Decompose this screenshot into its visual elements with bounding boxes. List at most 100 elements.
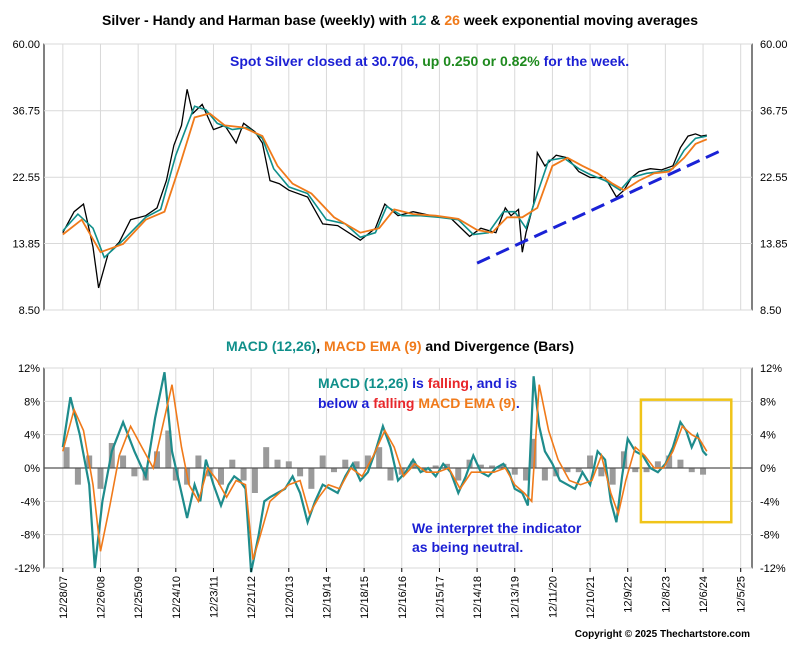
x-tick-label: 12/15/17	[434, 576, 446, 619]
divergence-bar	[666, 455, 673, 468]
divergence-bar	[700, 468, 707, 475]
macd-note-macd: MACD (12,26)	[318, 375, 409, 391]
divergence-bar	[489, 465, 496, 468]
macd-ytick-left: 0%	[24, 463, 40, 475]
macd-ytick-right: -8%	[760, 530, 780, 542]
price-ytick-right: 22.55	[760, 172, 788, 184]
title-text: Silver - Handy and Harman base (weekly) …	[101, 12, 411, 28]
x-tick-label: 12/11/20	[547, 576, 559, 618]
x-tick-label: 12/13/19	[510, 576, 522, 619]
price-ytick-right: 60.00	[760, 39, 788, 51]
macd-note-is: is	[408, 375, 428, 391]
title-26: 26	[444, 12, 460, 28]
interpret-note: We interpret the indicator as being neut…	[412, 519, 581, 557]
interpret-line-2: as being neutral.	[412, 539, 524, 555]
macd-ytick-right: 8%	[760, 396, 776, 408]
divergence-bar	[97, 468, 104, 489]
macd-ytick-right: 0%	[760, 463, 776, 475]
divergence-bar	[120, 455, 127, 468]
title-text-end: week exponential moving averages	[459, 12, 699, 28]
divergence-bar	[587, 455, 594, 468]
divergence-bar	[654, 461, 661, 468]
divergence-bar	[477, 464, 484, 468]
divergence-bar	[342, 459, 349, 468]
divergence-bar	[387, 468, 394, 481]
macd-title-ema: MACD EMA (9)	[324, 338, 422, 354]
macd-ytick-right: -4%	[760, 496, 780, 508]
macd-title-sep: ,	[316, 338, 325, 354]
macd-ytick-left: -8%	[20, 530, 40, 542]
divergence-bar	[63, 447, 70, 468]
x-tick-label: 12/20/13	[284, 576, 296, 619]
divergence-bar	[530, 438, 537, 468]
divergence-bar	[443, 463, 450, 468]
divergence-bar	[74, 468, 81, 485]
divergence-bar	[643, 468, 650, 473]
divergence-bar	[455, 468, 462, 481]
x-tick-label: 12/18/15	[359, 576, 371, 619]
ema12-line	[62, 105, 707, 259]
macd-ytick-left: 12%	[18, 363, 40, 375]
x-tick-label: 12/26/08	[95, 576, 107, 619]
macd-ytick-left: -12%	[14, 563, 40, 575]
spot-note-text: Spot Silver closed at 30.706,	[230, 53, 423, 69]
divergence-bar	[330, 468, 337, 473]
divergence-bar	[523, 468, 530, 481]
chart-title: Silver - Handy and Harman base (weekly) …	[0, 12, 800, 28]
divergence-bar	[229, 459, 236, 468]
divergence-bar	[511, 468, 518, 475]
interpret-line-1: We interpret the indicator	[412, 520, 582, 536]
trendline	[476, 148, 723, 265]
x-tick-label: 12/10/21	[585, 576, 597, 619]
divergence-bar	[688, 468, 695, 473]
price-ytick-left: 22.55	[12, 172, 40, 184]
macd-ytick-right: 12%	[760, 363, 782, 375]
divergence-bar	[240, 468, 247, 481]
price-ytick-right: 13.85	[760, 239, 788, 251]
macd-line	[61, 371, 708, 573]
x-tick-label: 12/14/18	[472, 576, 484, 619]
macd-ema-line	[62, 384, 708, 560]
macd-note: MACD (12,26) is falling, and is below a …	[318, 373, 520, 413]
macd-note-dot: .	[515, 395, 520, 411]
title-amp: &	[426, 12, 445, 28]
divergence-bar	[364, 455, 371, 468]
x-tick-label: 12/24/10	[171, 576, 183, 619]
x-tick-label: 12/9/22	[623, 576, 635, 613]
macd-title-macd: MACD (12,26)	[225, 338, 317, 354]
macd-ytick-left: -4%	[20, 496, 40, 508]
price-ytick-left: 8.50	[19, 305, 40, 317]
macd-ytick-left: 8%	[24, 396, 40, 408]
macd-note-ema: MACD EMA (9)	[414, 395, 516, 411]
macd-note-falling-2: falling	[373, 395, 415, 411]
macd-title-rest: and Divergence (Bars)	[421, 338, 574, 354]
spot-note-change: up 0.250 or 0.82%	[422, 53, 540, 69]
divergence-bar	[500, 463, 507, 468]
divergence-bar	[376, 447, 383, 468]
divergence-bar	[195, 455, 202, 468]
divergence-bar	[575, 468, 582, 473]
x-tick-label: 12/28/07	[58, 576, 70, 619]
divergence-bar	[308, 468, 315, 489]
x-tick-label: 12/19/14	[321, 576, 333, 619]
macd-note-falling-1: falling	[427, 375, 469, 391]
divergence-bar	[432, 465, 439, 468]
macd-ytick-right: 4%	[760, 430, 776, 442]
copyright: Copyright © 2025 Thechartstore.com	[574, 629, 750, 640]
divergence-bar	[632, 468, 639, 473]
divergence-bar	[353, 461, 360, 468]
divergence-bar	[165, 430, 172, 468]
divergence-bar	[263, 447, 270, 468]
price-ytick-left: 60.00	[12, 39, 40, 51]
price-ytick-right: 36.75	[760, 106, 788, 118]
macd-title: MACD (12,26), MACD EMA (9) and Divergenc…	[0, 338, 800, 354]
highlight-box	[639, 398, 733, 524]
divergence-bar	[172, 468, 179, 481]
divergence-bar	[131, 468, 138, 477]
divergence-bar	[218, 468, 224, 485]
macd-note-rest: , and is	[468, 375, 518, 391]
macd-ytick-right: -12%	[760, 563, 786, 575]
price-ytick-left: 36.75	[12, 106, 40, 118]
spot-note: Spot Silver closed at 30.706, up 0.250 o…	[230, 53, 629, 69]
macd-ytick-left: 4%	[24, 430, 40, 442]
